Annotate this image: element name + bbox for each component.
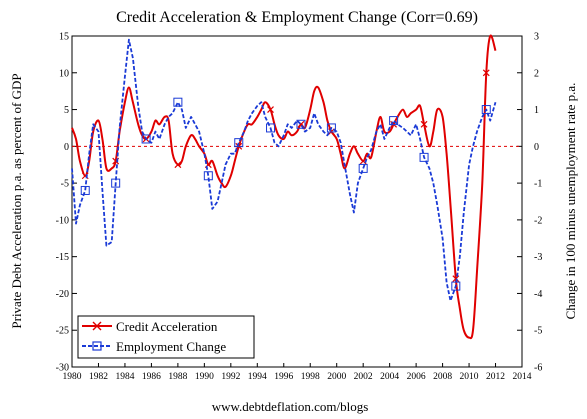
x-ticks: 1980 1982 1984 1986 1988 1990 1992 1994 1996 1998…	[63, 363, 532, 382]
legend: Credit Acceleration Employment Change	[77, 315, 255, 359]
x-tick-label-0: 1980	[63, 372, 82, 382]
y-tick-left-label-3: 0	[64, 142, 69, 153]
point-marker-employment	[173, 97, 183, 107]
point-marker-employment	[326, 123, 336, 133]
x-tick-label-10: 2000	[327, 372, 346, 382]
y-tick-right-label-3: 0	[534, 142, 539, 153]
x-tick-label-11: 2002	[354, 372, 373, 382]
y-ticks-left: 15 10 5 0 -5 -10 -15 -20 -25 -30	[56, 32, 77, 374]
x-tick-label-1: 1982	[89, 372, 108, 382]
y-tick-left-label-4: -5	[61, 179, 69, 190]
x-tick-label-2: 1984	[115, 372, 134, 382]
y-tick-right-label-5: -2	[534, 215, 542, 226]
x-tick-label-13: 2006	[407, 372, 426, 382]
point-marker-employment	[234, 138, 244, 148]
y-tick-right-label-4: -1	[534, 179, 542, 190]
y-tick-right-label-9: -6	[534, 363, 542, 374]
x-tick-label-3: 1986	[142, 372, 161, 382]
y-ticks-right: 3 2 1 0 -1 -2 -3 -4 -5 -6	[517, 32, 542, 374]
x-tick-label-16: 2012	[486, 372, 505, 382]
legend-credit-label: Credit Acceleration	[116, 319, 218, 334]
y-axis-right-title: Change in 100 minus unemployment rate p.…	[563, 83, 578, 320]
y-tick-right-label-7: -4	[534, 289, 542, 300]
y-tick-right-label-0: 3	[534, 32, 539, 43]
point-marker-credit	[267, 106, 274, 113]
point-marker-credit	[359, 157, 367, 165]
x-tick-label-17: 2014	[513, 372, 532, 382]
y-tick-left-label-9: -30	[56, 363, 69, 374]
plot-area	[71, 35, 523, 368]
footer-url: www.debtdeflation.com/blogs	[212, 399, 369, 414]
y-tick-left-label-8: -25	[56, 326, 69, 337]
point-marker-credit	[482, 69, 490, 77]
point-marker-employment	[266, 123, 276, 133]
x-tick-label-12: 2004	[380, 372, 399, 382]
x-tick-label-8: 1996	[274, 372, 293, 382]
legend-box	[77, 315, 255, 359]
point-marker-credit	[420, 120, 428, 128]
y-tick-right-label-6: -3	[534, 252, 542, 263]
x-tick-label-5: 1990	[195, 372, 214, 382]
legend-employment-marker	[92, 341, 102, 351]
point-marker-employment	[296, 119, 306, 129]
point-marker-employment	[203, 171, 213, 181]
x-tick-label-14: 2008	[433, 372, 452, 382]
point-marker-employment	[451, 281, 461, 291]
point-marker-employment	[358, 163, 368, 173]
x-tick-label-9: 1998	[301, 372, 320, 382]
point-marker-employment	[389, 116, 399, 126]
y-axis-left-title: Private Debt Acceleration p.a. as percen…	[9, 73, 24, 328]
legend-employment-label: Employment Change	[116, 339, 226, 354]
series-group	[71, 34, 497, 340]
y-tick-left-label-0: 15	[59, 32, 69, 43]
point-marker-employment	[111, 178, 121, 188]
y-tick-left-label-2: 5	[64, 105, 69, 116]
y-tick-right-label-1: 2	[534, 68, 539, 79]
y-tick-left-label-1: 10	[59, 68, 69, 79]
point-marker-employment	[141, 134, 151, 144]
point-marker-employment	[80, 185, 90, 195]
chart-title: Credit Acceleration & Employment Change …	[116, 9, 478, 26]
point-marker-employment	[481, 105, 491, 115]
point-marker-employment	[419, 152, 429, 162]
legend-credit-marker	[92, 321, 102, 331]
y-tick-left-label-6: -15	[56, 252, 69, 263]
x-tick-label-6: 1992	[221, 372, 240, 382]
y-tick-right-label-2: 1	[534, 105, 539, 116]
point-marker-credit	[174, 161, 182, 169]
y-tick-right-label-8: -5	[534, 326, 542, 337]
series-line-employment-change	[71, 38, 497, 302]
x-tick-label-15: 2010	[460, 372, 479, 382]
x-tick-label-4: 1988	[168, 372, 187, 382]
y-tick-left-label-7: -20	[56, 289, 69, 300]
y-tick-left-label-5: -10	[56, 215, 69, 226]
x-tick-label-7: 1994	[248, 372, 267, 382]
